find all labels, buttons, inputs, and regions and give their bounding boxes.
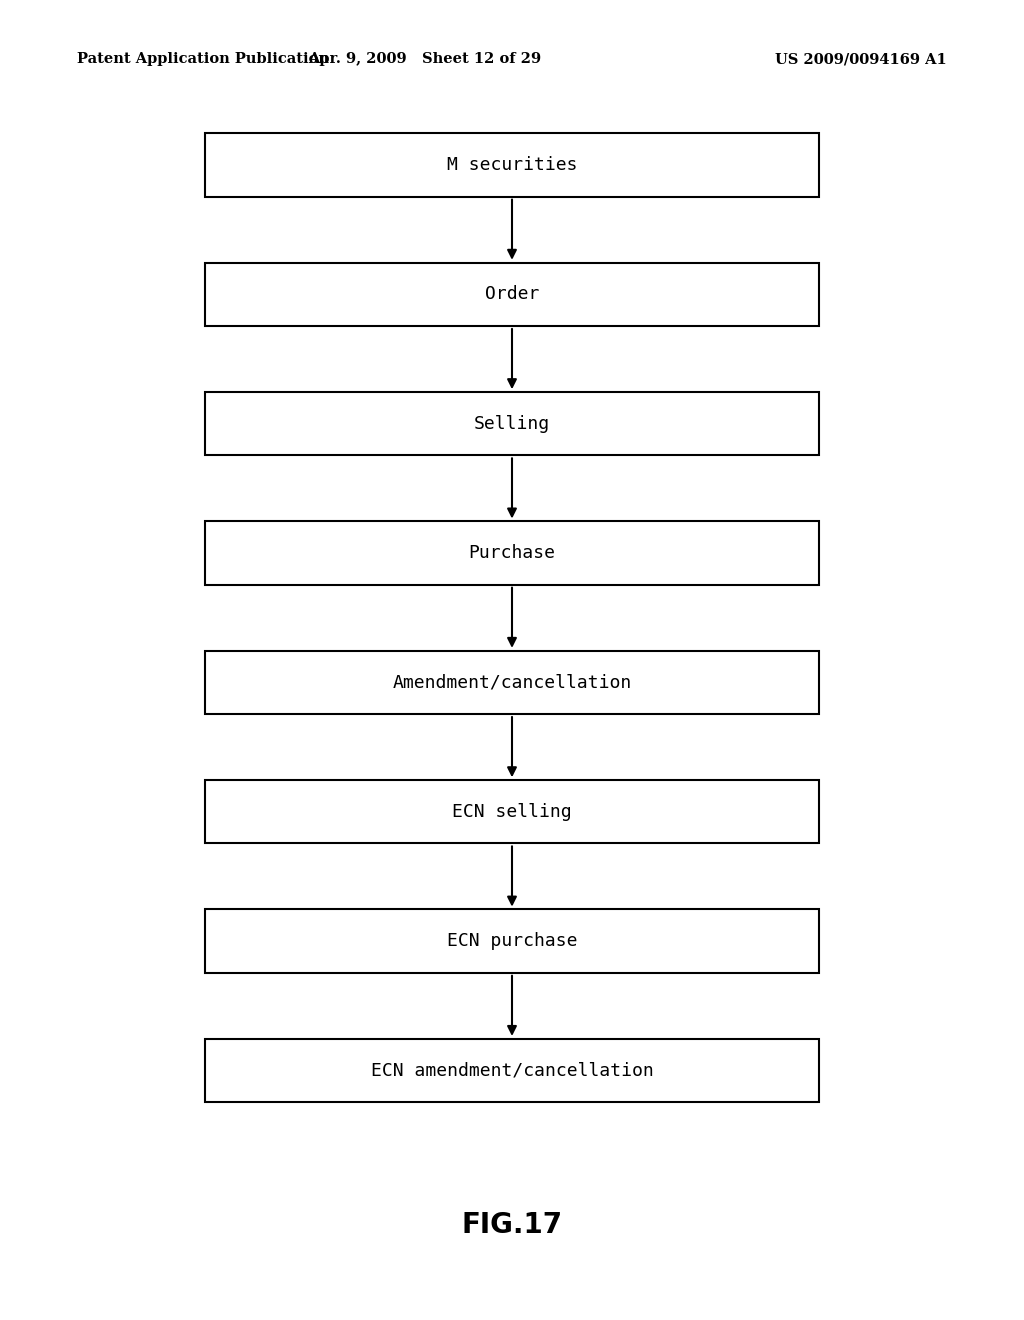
Text: ECN amendment/cancellation: ECN amendment/cancellation xyxy=(371,1061,653,1080)
Bar xyxy=(205,392,819,455)
Text: US 2009/0094169 A1: US 2009/0094169 A1 xyxy=(775,53,947,66)
Text: FIG.17: FIG.17 xyxy=(462,1210,562,1239)
Bar xyxy=(205,133,819,197)
Bar xyxy=(205,909,819,973)
Bar xyxy=(205,263,819,326)
Bar xyxy=(205,780,819,843)
Text: Patent Application Publication: Patent Application Publication xyxy=(77,53,329,66)
Bar xyxy=(205,651,819,714)
Text: Apr. 9, 2009   Sheet 12 of 29: Apr. 9, 2009 Sheet 12 of 29 xyxy=(308,53,542,66)
Text: Selling: Selling xyxy=(474,414,550,433)
Text: Order: Order xyxy=(484,285,540,304)
Bar xyxy=(205,521,819,585)
Bar xyxy=(205,1039,819,1102)
Text: Purchase: Purchase xyxy=(469,544,555,562)
Text: ECN purchase: ECN purchase xyxy=(446,932,578,950)
Text: M securities: M securities xyxy=(446,156,578,174)
Text: Amendment/cancellation: Amendment/cancellation xyxy=(392,673,632,692)
Text: ECN selling: ECN selling xyxy=(453,803,571,821)
